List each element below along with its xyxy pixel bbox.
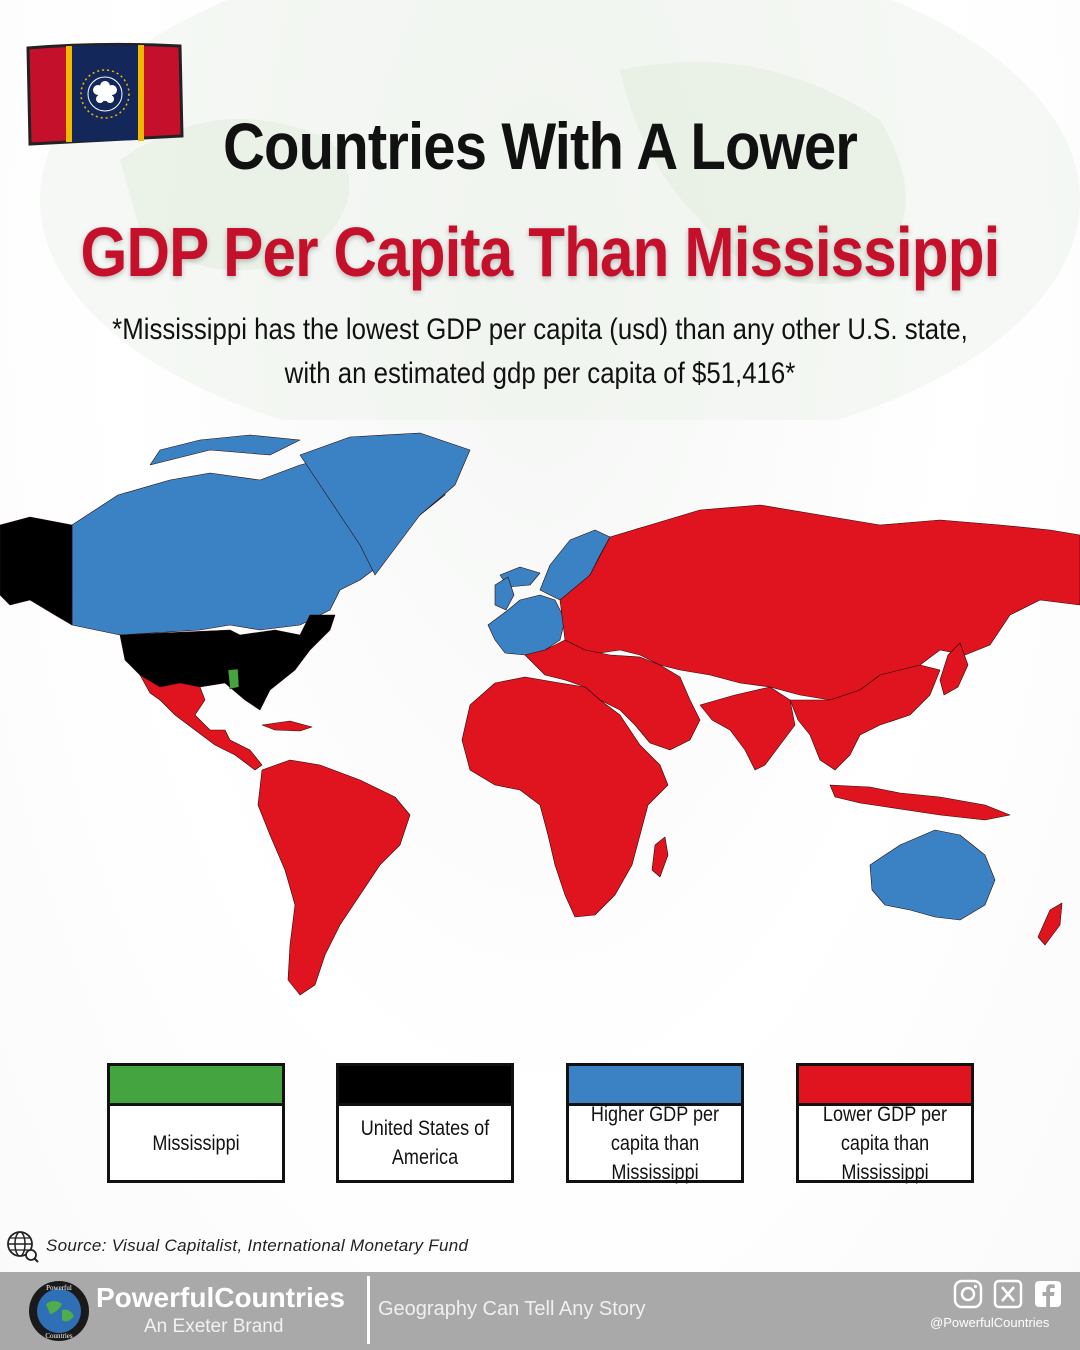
map-region-indonesia (829, 784, 1011, 821)
legend-label-usa: United States of America (360, 1117, 490, 1169)
brand-sub: An Exeter Brand (144, 1316, 284, 1337)
globe-search-icon (7, 1231, 39, 1263)
legend: Mississippi United States of America Hig… (0, 1063, 1080, 1185)
subtitle: *Mississippi has the lowest GDP per capi… (112, 313, 968, 390)
title-line1: Countries With A Lower (222, 109, 858, 183)
facebook-icon[interactable] (1032, 1278, 1064, 1310)
map-region-africa (461, 676, 669, 918)
source-text: Source: Visual Capitalist, International… (46, 1236, 469, 1255)
brand-name: PowerfulCountries (96, 1282, 345, 1313)
legend-swatch-lower (799, 1066, 971, 1106)
tagline: Geography Can Tell Any Story (378, 1298, 646, 1320)
map-region-mississippi (227, 668, 240, 690)
map-region-new-zealand (1037, 902, 1063, 946)
map-region-australia (869, 829, 996, 921)
map-region-japan (939, 642, 969, 696)
legend-label-higher: Higher GDP per capita than Mississippi (590, 1102, 720, 1184)
footer-divider (367, 1276, 370, 1344)
mississippi-flag-icon (26, 42, 184, 146)
x-icon[interactable] (992, 1278, 1024, 1310)
legend-swatch-mississippi (110, 1066, 282, 1106)
logo-text-bottom: Countries (45, 1332, 72, 1340)
instagram-icon[interactable] (952, 1278, 984, 1310)
map-region-canadian-islands (149, 434, 301, 466)
world-map (0, 432, 1080, 996)
legend-item-lower: Lower GDP per capita than Mississippi (796, 1063, 974, 1184)
map-region-south-asia (699, 686, 796, 771)
powerfulcountries-logo[interactable]: Powerful Countries (28, 1280, 90, 1342)
map-region-caribbean (261, 720, 313, 732)
title-line2: GDP Per Capita Than Mississippi (80, 213, 1001, 291)
legend-label-lower: Lower GDP per capita than Mississippi (822, 1102, 948, 1184)
legend-item-usa: United States of America (336, 1063, 514, 1183)
map-region-south-america (257, 759, 411, 996)
map-region-uk (494, 576, 515, 611)
map-region-mexico-central-america (139, 674, 263, 771)
logo-text-top: Powerful (46, 1284, 72, 1292)
social-icons (952, 1278, 1064, 1312)
map-region-east-asia (789, 664, 941, 771)
legend-label-mississippi: Mississippi (152, 1131, 240, 1155)
map-region-alaska (0, 516, 73, 626)
footer-bar: Powerful Countries PowerfulCountries An … (0, 1272, 1080, 1350)
legend-swatch-higher (569, 1066, 741, 1106)
map-region-madagascar (651, 836, 669, 878)
map-region-greenland (299, 432, 471, 576)
social-handle: @PowerfulCountries (930, 1315, 1050, 1330)
map-region-western-europe (487, 594, 566, 656)
source-line: Source: Visual Capitalist, International… (4, 1228, 468, 1264)
legend-swatch-usa (339, 1066, 511, 1106)
legend-item-mississippi: Mississippi (107, 1063, 285, 1183)
legend-item-higher: Higher GDP per capita than Mississippi (566, 1063, 744, 1184)
